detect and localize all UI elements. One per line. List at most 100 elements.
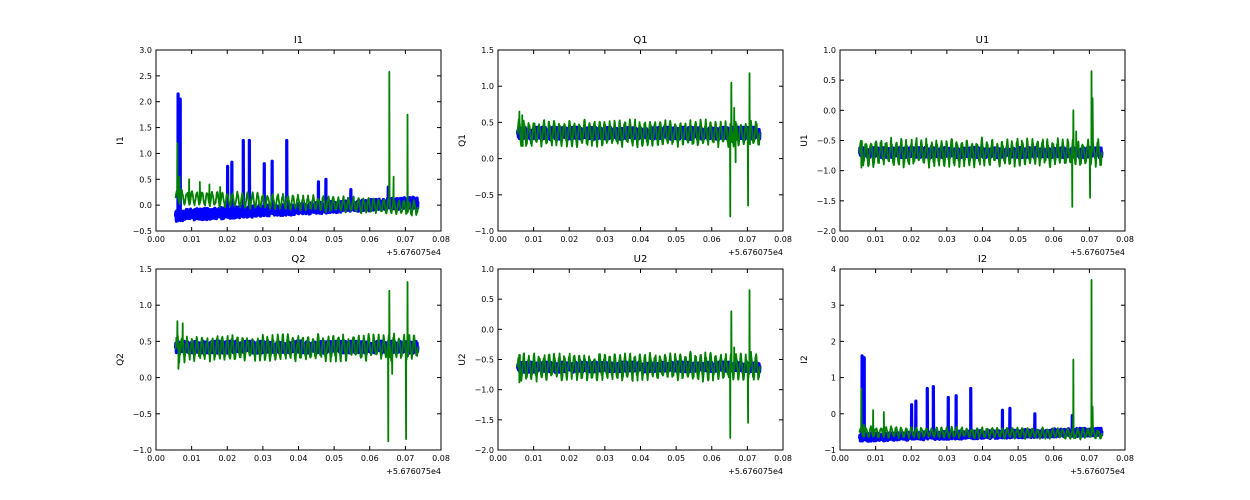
y-tick-label: −1.0 xyxy=(133,446,152,455)
y-tick-label: −0.5 xyxy=(475,191,494,200)
x-tick-label: 0.01 xyxy=(183,454,201,463)
y-tick-label: 3.0 xyxy=(139,46,152,55)
chart-title: I2 xyxy=(978,254,987,265)
y-tick-label: −2.0 xyxy=(475,446,494,455)
y-tick-label: −0.5 xyxy=(133,410,152,419)
y-tick-label: −0.5 xyxy=(475,356,494,365)
y-tick-label: 4 xyxy=(831,265,836,274)
series-line-series1 xyxy=(173,92,420,223)
y-tick-label: 1.5 xyxy=(139,265,152,274)
x-tick-label: 0.08 xyxy=(1116,235,1134,244)
y-tick-label: 0.0 xyxy=(823,106,836,115)
x-tick-label: 0.06 xyxy=(1045,454,1063,463)
x-tick-label: 0.00 xyxy=(831,454,849,463)
x-tick-label: 0.07 xyxy=(1080,235,1098,244)
x-tick-label: 0.02 xyxy=(560,235,578,244)
x-tick-label: 0.02 xyxy=(560,454,578,463)
subplot-i1: 0.00 0.01 0.02 0.03 0.04 0.05 0.06 0.07 0.08 −0.5… xyxy=(116,35,450,257)
y-tick-label: 2.0 xyxy=(139,98,152,107)
x-tick-label: 0.01 xyxy=(867,235,885,244)
y-tick-label: 1.0 xyxy=(481,82,494,91)
y-tick-label: 2 xyxy=(831,337,836,346)
x-tick-label: 0.04 xyxy=(632,454,650,463)
x-axis-offset-label: +5.676075e4 xyxy=(728,248,783,257)
y-axis-label: I2 xyxy=(800,355,810,363)
subplot-i2: 0.00 0.01 0.02 0.03 0.04 0.05 0.06 0.07 0.08 −1 0 1… xyxy=(800,254,1134,476)
y-tick-label: 0.0 xyxy=(139,201,152,210)
x-tick-label: 0.06 xyxy=(361,235,379,244)
x-tick-label: 0.03 xyxy=(596,235,614,244)
chart-title: Q1 xyxy=(633,35,647,46)
x-tick-label: 0.01 xyxy=(525,235,543,244)
x-tick-label: 0.04 xyxy=(974,454,992,463)
x-tick-label: 0.00 xyxy=(147,235,165,244)
y-axis-label: U2 xyxy=(458,353,468,365)
y-tick-label: 1.5 xyxy=(481,46,494,55)
y-tick-label: 0.5 xyxy=(139,175,152,184)
x-tick-label: 0.05 xyxy=(1009,454,1027,463)
subplot-q2: 0.00 0.01 0.02 0.03 0.04 0.05 0.06 0.07 0.08 −1.0… xyxy=(116,254,450,476)
series-line-series2 xyxy=(174,281,419,443)
subplot-u1: 0.00 0.01 0.02 0.03 0.04 0.05 0.06 0.07 0.08 −2.0… xyxy=(800,35,1134,257)
chart-title: I1 xyxy=(294,35,303,46)
y-tick-label: −1.0 xyxy=(817,167,836,176)
chart-title: Q2 xyxy=(291,254,305,265)
x-tick-label: 0.07 xyxy=(738,235,756,244)
y-tick-label: 0.5 xyxy=(823,76,836,85)
x-tick-label: 0.08 xyxy=(1116,454,1134,463)
x-tick-label: 0.03 xyxy=(254,235,272,244)
series-line-series2 xyxy=(858,70,1103,208)
x-tick-label: 0.08 xyxy=(432,235,450,244)
y-tick-label: −1.0 xyxy=(475,227,494,236)
x-tick-label: 0.05 xyxy=(325,235,343,244)
x-tick-label: 0.04 xyxy=(290,235,308,244)
x-axis-offset-label: +5.676075e4 xyxy=(386,248,441,257)
x-tick-label: 0.00 xyxy=(489,235,507,244)
y-tick-label: 0.5 xyxy=(139,337,152,346)
series-line-series2 xyxy=(516,72,761,218)
y-axis-label: I1 xyxy=(116,136,126,144)
y-tick-label: 1.0 xyxy=(139,149,152,158)
x-tick-label: 0.02 xyxy=(218,454,236,463)
x-tick-label: 0.07 xyxy=(738,454,756,463)
y-tick-label: 0.5 xyxy=(481,118,494,127)
x-tick-label: 0.06 xyxy=(703,454,721,463)
y-tick-label: −1.5 xyxy=(475,416,494,425)
x-tick-label: 0.03 xyxy=(254,454,272,463)
y-tick-label: −0.5 xyxy=(133,227,152,236)
y-tick-label: −1.0 xyxy=(475,386,494,395)
x-tick-label: 0.03 xyxy=(596,454,614,463)
x-tick-label: 0.05 xyxy=(667,454,685,463)
x-tick-label: 0.01 xyxy=(183,235,201,244)
y-tick-label: −2.0 xyxy=(817,227,836,236)
y-tick-label: −0.5 xyxy=(817,137,836,146)
x-tick-label: 0.07 xyxy=(396,235,414,244)
x-tick-label: 0.01 xyxy=(525,454,543,463)
series-line-series2 xyxy=(516,289,761,439)
x-tick-label: 0.02 xyxy=(902,235,920,244)
x-tick-label: 0.02 xyxy=(902,454,920,463)
subplot-q1: 0.00 0.01 0.02 0.03 0.04 0.05 0.06 0.07 0.08 −1.0… xyxy=(458,35,792,257)
y-tick-label: 1.0 xyxy=(481,265,494,274)
y-axis-label: Q2 xyxy=(116,353,126,366)
x-axis-offset-label: +5.676075e4 xyxy=(386,467,441,476)
x-tick-label: 0.08 xyxy=(432,454,450,463)
y-tick-label: 0.0 xyxy=(481,155,494,164)
y-tick-label: 0.0 xyxy=(481,325,494,334)
y-tick-label: 2.5 xyxy=(139,72,152,81)
y-tick-label: 0 xyxy=(831,410,836,419)
x-tick-label: 0.03 xyxy=(938,454,956,463)
x-tick-label: 0.08 xyxy=(774,454,792,463)
series-line-series2 xyxy=(858,278,1103,441)
chart-title: U2 xyxy=(634,254,648,265)
x-tick-label: 0.03 xyxy=(938,235,956,244)
x-tick-label: 0.08 xyxy=(774,235,792,244)
y-tick-label: 1.5 xyxy=(139,124,152,133)
x-tick-label: 0.00 xyxy=(489,454,507,463)
y-tick-label: −1.5 xyxy=(817,197,836,206)
x-tick-label: 0.07 xyxy=(1080,454,1098,463)
x-tick-label: 0.04 xyxy=(290,454,308,463)
x-axis-offset-label: +5.676075e4 xyxy=(1070,248,1125,257)
x-tick-label: 0.06 xyxy=(703,235,721,244)
